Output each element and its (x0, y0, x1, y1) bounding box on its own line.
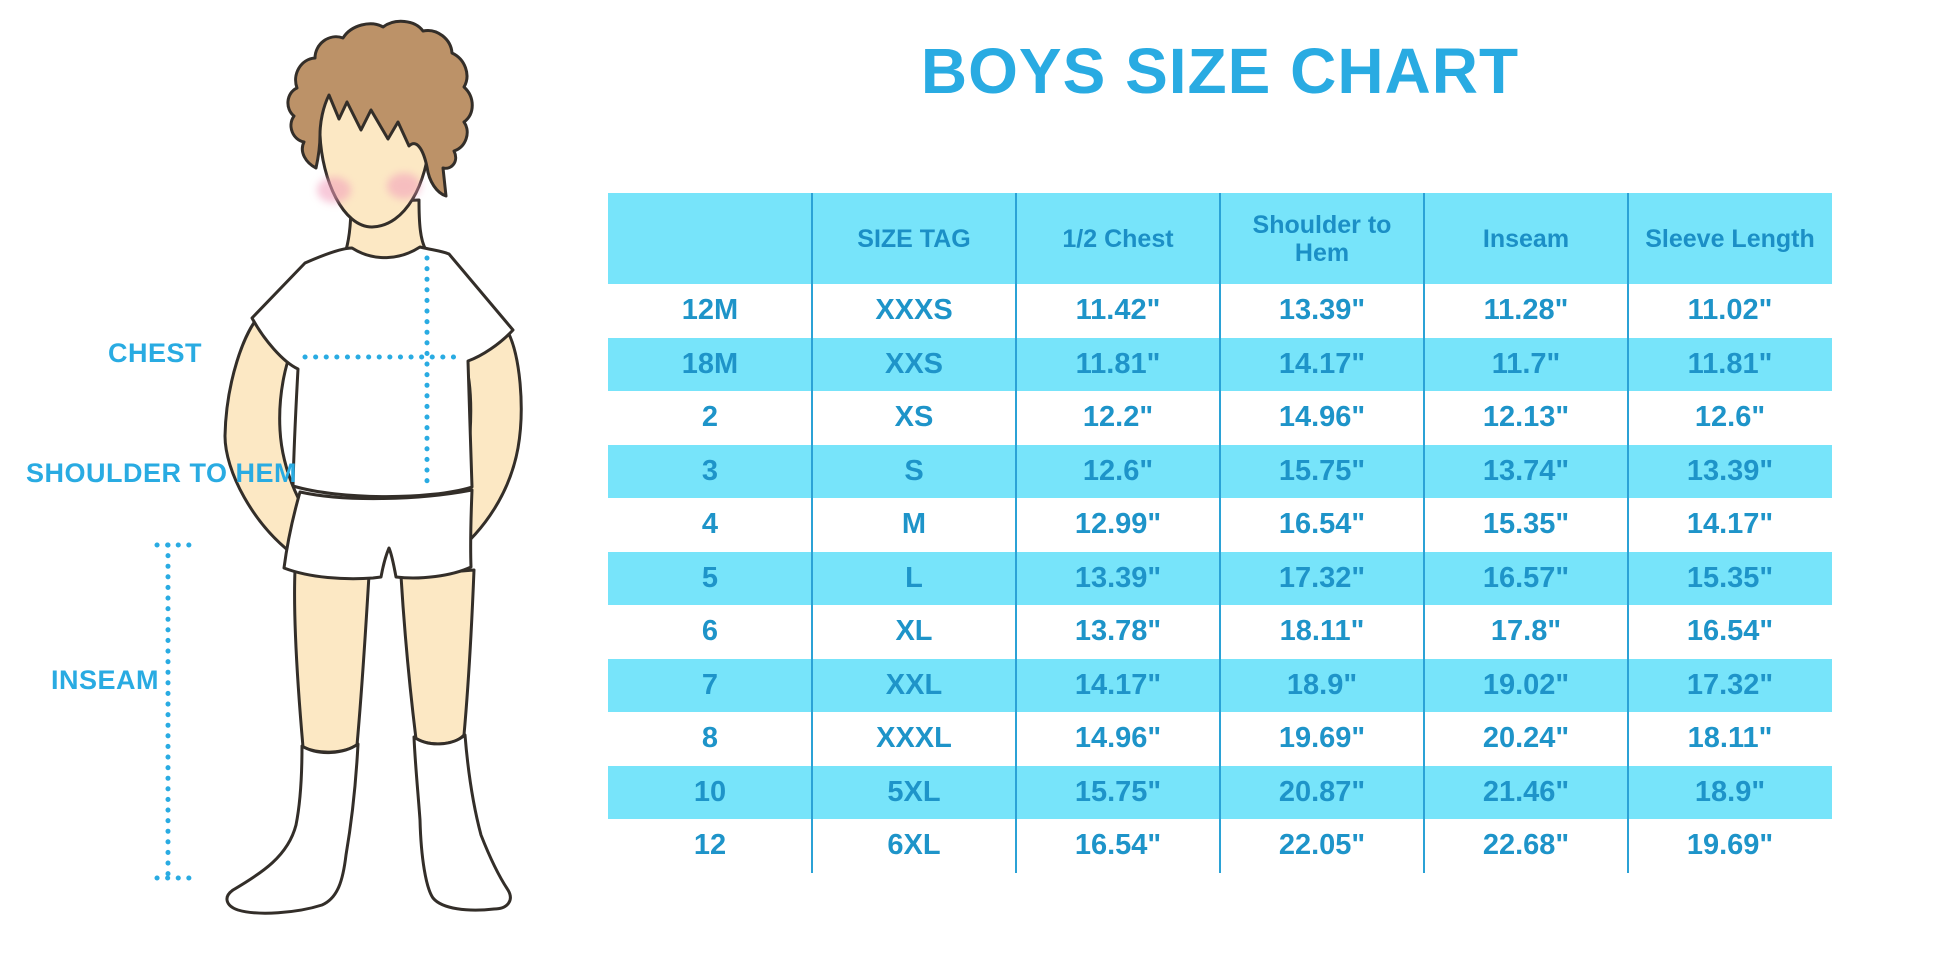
value-cell: 11.81" (1075, 347, 1161, 380)
value-cell: 16.54" (1686, 615, 1774, 648)
column-header: Inseam (1482, 224, 1570, 253)
value-cell: 12.2" (1082, 401, 1154, 434)
shoulder-to-hem-label: SHOULDER TO HEM (26, 458, 298, 488)
value-cell: 17.8" (1490, 615, 1562, 648)
value-cell: XS (894, 401, 934, 434)
value-cell: 12.13" (1482, 401, 1570, 434)
column-header: Shoulder to Hem (1252, 210, 1392, 267)
value-cell: 18.9" (1694, 775, 1766, 808)
boy-illustration (154, 19, 523, 915)
value-cell: 15.35" (1482, 508, 1570, 541)
column-divider (1014, 193, 1018, 873)
value-cell: 12.99" (1074, 508, 1162, 541)
value-cell: 11.81" (1687, 347, 1773, 380)
size-cell: 6 (701, 615, 719, 648)
value-cell: 14.96" (1278, 401, 1366, 434)
value-cell: 16.54" (1278, 508, 1366, 541)
value-cell: 13.39" (1074, 561, 1162, 594)
value-cell: 20.87" (1278, 775, 1366, 808)
value-cell: 11.28" (1483, 294, 1569, 327)
value-cell: 16.57" (1482, 561, 1570, 594)
value-cell: XXL (885, 668, 943, 701)
value-cell: 12.6" (1082, 454, 1154, 487)
size-cell: 5 (701, 561, 719, 594)
column-header: SIZE TAG (857, 224, 971, 253)
value-cell: XXXL (876, 722, 952, 755)
shorts (282, 488, 474, 581)
left-sock (225, 742, 360, 915)
column-divider (810, 193, 814, 873)
value-cell: 12.6" (1694, 401, 1766, 434)
value-cell: 15.75" (1074, 775, 1162, 808)
value-cell: 13.39" (1686, 454, 1774, 487)
value-cell: M (901, 508, 927, 541)
value-cell: 17.32" (1686, 668, 1774, 701)
value-cell: 18.11" (1279, 615, 1365, 648)
chest-label: CHEST (107, 338, 202, 368)
value-cell: 6XL (887, 829, 941, 862)
value-cell: 13.78" (1074, 615, 1162, 648)
value-cell: 16.54" (1074, 829, 1162, 862)
value-cell: 19.69" (1278, 722, 1366, 755)
column-header (608, 193, 812, 284)
value-cell: 22.68" (1482, 829, 1570, 862)
value-cell: 13.74" (1482, 454, 1570, 487)
right-blush (387, 173, 421, 199)
value-cell: 13.39" (1278, 294, 1366, 327)
left-blush (317, 177, 351, 203)
value-cell: 14.17" (1686, 508, 1774, 541)
inseam-label: INSEAM (50, 665, 159, 695)
right-sock (412, 733, 512, 912)
value-cell: 14.96" (1074, 722, 1162, 755)
value-cell: 19.02" (1482, 668, 1570, 701)
value-cell: 21.46" (1482, 775, 1570, 808)
value-cell: 11.42" (1075, 294, 1161, 327)
page-title: BOYS SIZE CHART (920, 35, 1520, 107)
value-cell: XXS (884, 347, 944, 380)
size-cell: 7 (701, 668, 719, 701)
size-cell: 12 (693, 829, 727, 862)
value-cell: 15.75" (1278, 454, 1366, 487)
size-cell: 8 (701, 722, 719, 755)
value-cell: 18.11" (1687, 722, 1773, 755)
value-cell: S (904, 454, 924, 487)
hair (286, 19, 474, 198)
value-cell: XL (895, 615, 933, 648)
size-cell: 2 (701, 401, 719, 434)
size-cell: 3 (701, 454, 719, 487)
size-cell: 12M (681, 294, 739, 327)
value-cell: 17.32" (1278, 561, 1366, 594)
size-cell: 18M (681, 347, 739, 380)
value-cell: 15.35" (1686, 561, 1774, 594)
value-cell: 14.17" (1278, 347, 1366, 380)
value-cell: XXXS (875, 294, 953, 327)
size-cell: 10 (693, 775, 727, 808)
value-cell: 11.7" (1491, 347, 1561, 380)
value-cell: 14.17" (1074, 668, 1162, 701)
value-cell: L (905, 561, 923, 594)
column-divider (1422, 193, 1426, 873)
value-cell: 5XL (887, 775, 941, 808)
right-leg (399, 568, 476, 746)
value-cell: 19.69" (1686, 829, 1774, 862)
value-cell: 18.9" (1286, 668, 1358, 701)
size-cell: 4 (701, 508, 719, 541)
column-divider (1218, 193, 1222, 873)
value-cell: 22.05" (1278, 829, 1366, 862)
value-cell: 11.02" (1687, 294, 1773, 327)
size-table: SIZE TAG 1/2 Chest Shoulder to Hem Inseam Sl… (608, 193, 1832, 873)
value-cell: 20.24" (1482, 722, 1570, 755)
column-header: 1/2 Chest (1062, 224, 1174, 253)
left-leg (293, 568, 371, 754)
column-divider (1626, 193, 1630, 873)
column-header: Sleeve Length (1645, 224, 1815, 253)
measurement-lines (154, 255, 465, 881)
t-shirt (250, 245, 515, 499)
